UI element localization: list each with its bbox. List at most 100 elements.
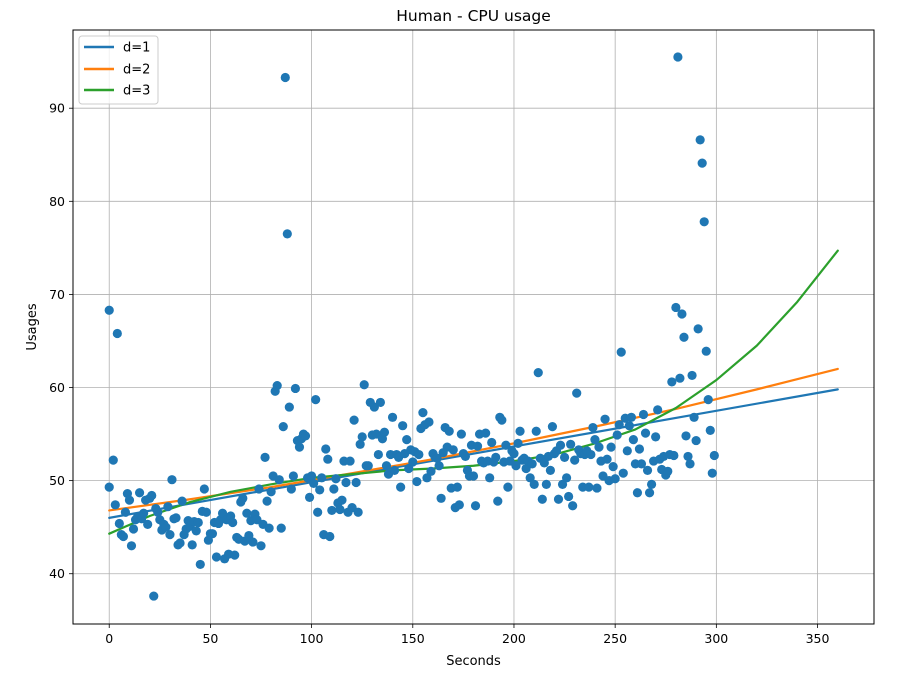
scatter-point <box>134 488 145 498</box>
scatter-point <box>195 559 205 570</box>
scatter-point <box>697 158 707 168</box>
scatter-point <box>553 494 564 504</box>
scatter-point <box>705 425 715 435</box>
scatter-point <box>126 541 137 551</box>
grid <box>73 30 874 624</box>
scatter-point <box>632 488 643 498</box>
scatter-point <box>280 72 290 83</box>
scatter-point <box>337 495 347 505</box>
y-tick-label: 90 <box>49 101 65 116</box>
scatter-point <box>276 523 286 533</box>
scatter-point <box>675 373 685 383</box>
y-tick-label: 80 <box>49 194 65 209</box>
scatter-point <box>114 518 124 529</box>
scatter-point <box>345 456 355 466</box>
scatter-point <box>398 421 408 431</box>
scatter-point <box>691 435 701 446</box>
scatter-point <box>699 217 709 227</box>
scatter-point <box>511 461 521 471</box>
scatter-point <box>108 455 118 465</box>
scatter-point <box>594 442 604 452</box>
scatter-point <box>452 482 462 492</box>
scatter-point <box>375 397 386 408</box>
scatter-point <box>570 455 580 465</box>
scatter-point <box>622 446 632 456</box>
scatter-point <box>426 466 436 476</box>
scatter-point <box>396 482 406 492</box>
plot-frame <box>72 29 875 625</box>
scatter-point <box>201 507 211 517</box>
scatter-point <box>646 479 657 489</box>
scatter-point <box>379 427 390 437</box>
scatter-point <box>381 461 392 471</box>
scatter-point <box>687 370 697 381</box>
scatter-point <box>432 453 442 463</box>
scatter-point <box>139 508 149 518</box>
scatter-point <box>120 507 131 517</box>
ticks: 0 50 100 150 200 250 300 350 40 50 60 70 80 90 <box>49 101 829 646</box>
legend: d=1 d=2 d=3 <box>78 35 159 105</box>
scatter-point <box>481 428 491 438</box>
scatter-point <box>311 395 321 405</box>
scatter-point <box>509 449 519 459</box>
scatter-point <box>592 483 602 493</box>
x-tick-label: 50 <box>202 631 218 646</box>
scatter-point <box>701 346 711 356</box>
scatter-point <box>335 504 345 515</box>
scatter-point <box>533 368 543 378</box>
scatter-point <box>153 507 163 517</box>
scatter-point <box>513 438 523 448</box>
y-tick-label: 60 <box>49 380 65 395</box>
scatter-point <box>493 496 503 506</box>
scatter-point <box>363 461 373 471</box>
scatter-point <box>515 426 525 436</box>
scatter-point <box>503 482 513 492</box>
line-series-d3 <box>108 249 839 535</box>
scatter-point <box>572 388 582 398</box>
scatter-point <box>284 402 294 412</box>
scatter-point <box>640 428 651 438</box>
scatter-point <box>177 496 187 506</box>
scatter-point <box>228 517 238 528</box>
scatter-point <box>408 457 418 467</box>
scatter-point <box>104 482 114 492</box>
scatter-point <box>147 490 157 501</box>
scatter-point <box>193 517 203 528</box>
scatter-point <box>634 444 645 454</box>
scatter-point <box>614 420 624 430</box>
scatter-point <box>531 426 541 436</box>
scatter-point <box>242 508 252 518</box>
scatter-point <box>624 421 634 431</box>
scatter-point <box>315 485 325 495</box>
scatter-point <box>143 519 153 529</box>
scatter-point <box>389 465 400 475</box>
x-tick-label: 300 <box>704 631 728 646</box>
scatter-point <box>256 541 266 551</box>
scatter-point <box>163 502 173 512</box>
scatter-point <box>703 395 713 405</box>
scatter-point <box>545 465 556 475</box>
x-axis-label: Seconds <box>446 654 501 669</box>
scatter-point <box>547 422 558 432</box>
scatter-point <box>693 324 703 334</box>
scatter-point <box>238 493 248 503</box>
scatter-point <box>266 487 276 497</box>
scatter-point <box>262 496 272 506</box>
scatter-point <box>671 302 681 313</box>
scatter-point <box>608 462 618 472</box>
scatter-point <box>537 494 547 504</box>
scatter-point <box>331 474 341 484</box>
scatter-point <box>448 445 458 455</box>
x-tick-label: 250 <box>603 631 627 646</box>
scatter-point <box>199 484 209 494</box>
scatter-point <box>434 461 444 471</box>
scatter-point <box>104 305 114 315</box>
scatter-point <box>278 422 288 432</box>
scatter-point <box>679 332 689 342</box>
scatter-point <box>564 491 574 502</box>
scatter-point <box>260 452 270 462</box>
scatter-point <box>460 451 471 462</box>
scatter-point <box>161 522 171 532</box>
scatter-point <box>555 440 566 450</box>
scatter-point <box>566 439 576 449</box>
